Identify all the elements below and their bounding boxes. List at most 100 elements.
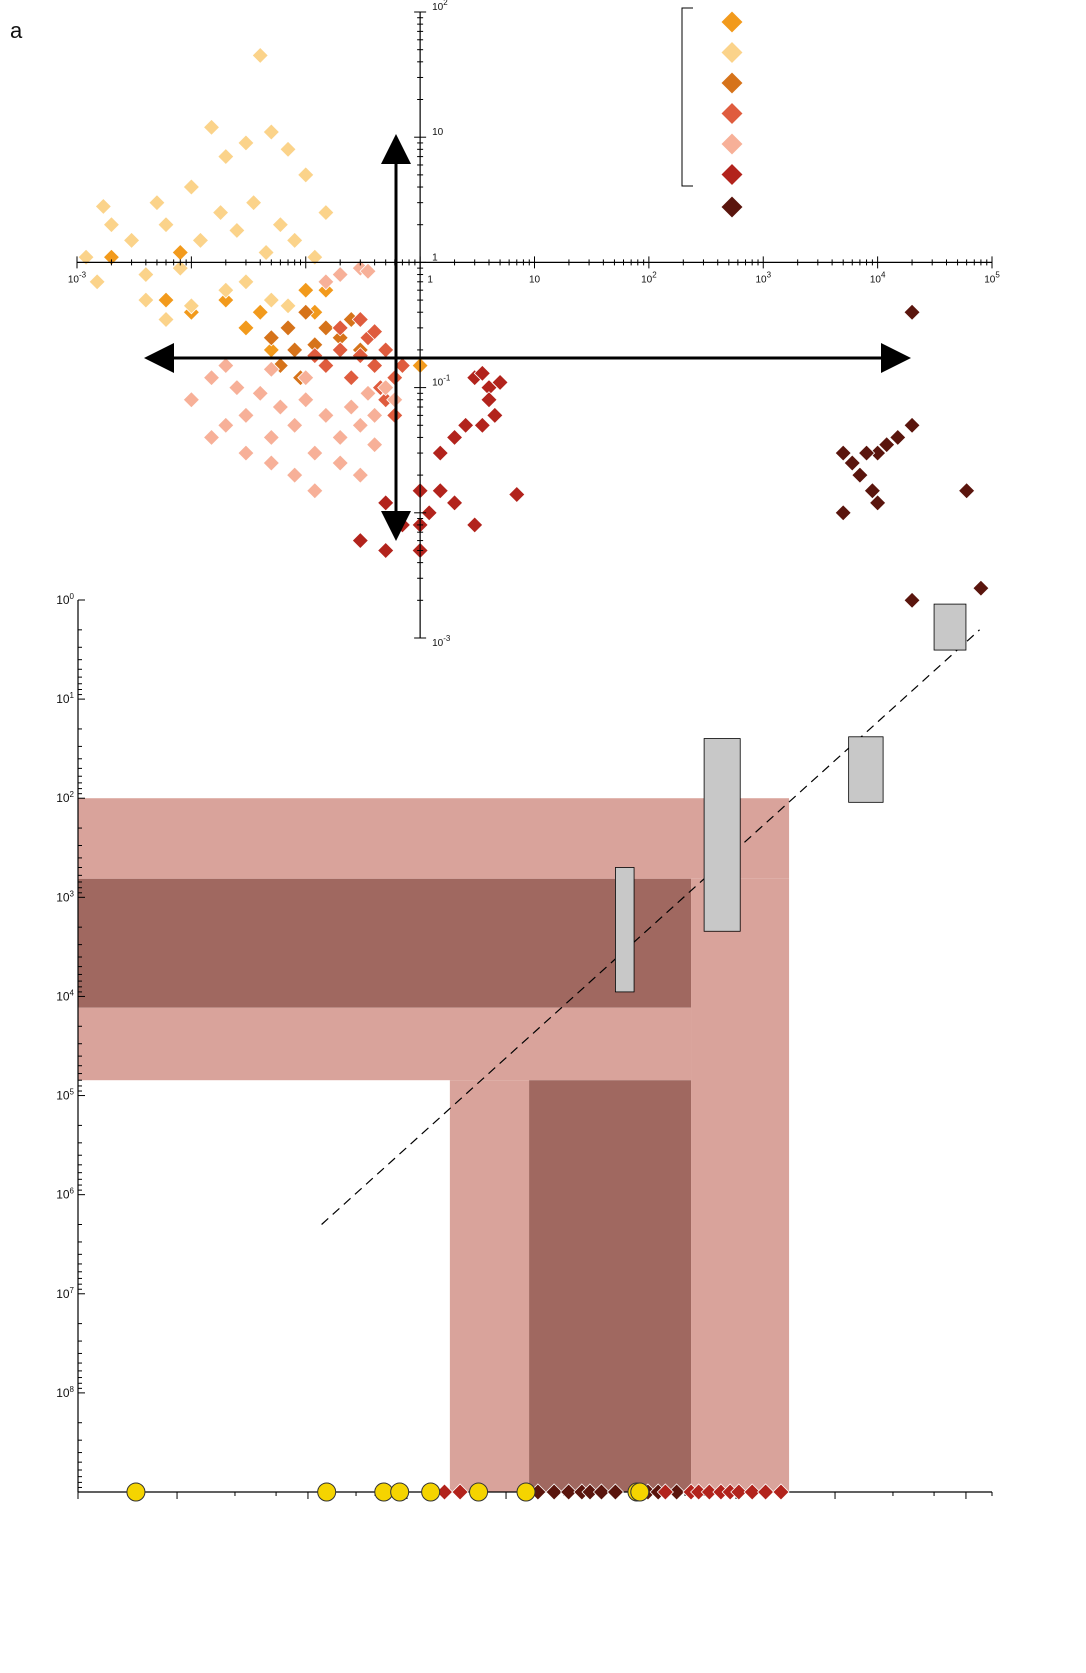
y-tick-label: 107 <box>56 1286 74 1301</box>
point-namibian-margin <box>137 265 155 284</box>
point-peruvian-margin <box>171 243 189 262</box>
point-namibian-margin <box>279 297 297 315</box>
point-gulf-of-california <box>317 319 335 337</box>
panel-label-a: a <box>10 18 23 43</box>
point-lower-saxony-basin <box>851 466 869 484</box>
point-black-sea <box>377 541 395 560</box>
point-red <box>656 1483 674 1501</box>
point-red <box>757 1483 775 1501</box>
point-cariaco-basin <box>317 273 335 291</box>
point-peruvian-margin <box>251 303 269 321</box>
legend-marker <box>720 40 744 65</box>
point-cariaco-basin <box>351 416 369 434</box>
y-tick-label: 103 <box>56 889 74 904</box>
x-tick-label: 105 <box>984 270 1000 285</box>
point-yellow <box>390 1482 410 1502</box>
x-tick-label: 1 <box>427 274 433 285</box>
x-tick-label: 103 <box>755 270 771 285</box>
y-tick-label: 102 <box>56 790 74 805</box>
point-namibian-margin <box>157 310 175 329</box>
point-gulf-of-california <box>286 341 304 359</box>
point-namibian-margin <box>317 204 335 222</box>
point-namibian-margin <box>257 243 275 262</box>
posidonia-band <box>691 878 790 1492</box>
y-tick-label: 108 <box>56 1385 74 1400</box>
point-cariaco-basin <box>237 444 255 462</box>
point-cariaco-basin <box>228 379 246 397</box>
point-black-sea <box>491 373 509 391</box>
point-cariaco-basin <box>271 398 289 416</box>
point-cariaco-basin <box>251 384 269 402</box>
point-arabian-sea <box>317 356 335 375</box>
point-black-sea <box>445 494 464 512</box>
point-arabian-sea <box>351 347 369 365</box>
point-black-sea <box>431 482 449 500</box>
basin-box <box>848 736 884 803</box>
point-yellow <box>317 1482 337 1502</box>
point-cariaco-basin <box>217 416 235 434</box>
point-cariaco-basin <box>306 482 324 500</box>
point-cariaco-basin <box>359 384 377 402</box>
point-arabian-sea <box>331 319 349 337</box>
point-black-sea <box>457 416 475 434</box>
trend-line <box>321 629 980 1225</box>
point-red <box>743 1483 761 1501</box>
point-black-sea <box>486 406 504 424</box>
point-namibian-margin <box>237 273 255 291</box>
point-cariaco-basin <box>331 454 349 472</box>
point-lower-saxony-basin <box>958 482 976 500</box>
x-tick-label: 102 <box>641 270 657 285</box>
point-namibian-margin <box>148 194 166 212</box>
y-tick-label: 10 <box>432 127 444 138</box>
point-lower-saxony-basin <box>857 444 876 462</box>
basin-box <box>933 603 967 651</box>
point-lower-saxony-basin <box>834 444 852 462</box>
point-arabian-sea <box>342 369 360 387</box>
point-black-sea <box>420 504 438 522</box>
point-namibian-margin <box>94 197 112 215</box>
point-red <box>700 1483 718 1501</box>
y-tick-label: 10-1 <box>432 374 451 389</box>
point-namibian-margin <box>306 248 324 266</box>
y-tick-label: 106 <box>56 1187 74 1202</box>
legend-marker <box>720 162 744 187</box>
point-namibian-margin <box>137 291 155 309</box>
point-red <box>451 1483 469 1501</box>
point-cariaco-basin <box>202 369 221 387</box>
point-arabian-sea <box>351 310 369 329</box>
point-lower-saxony-basin <box>863 482 881 500</box>
y-tick-label: 102 <box>432 0 448 13</box>
point-arabian-sea <box>306 347 324 365</box>
point-cariaco-basin <box>351 466 369 484</box>
point-lower-saxony-basin <box>843 454 861 472</box>
point-namibian-margin <box>228 221 246 240</box>
point-cariaco-basin <box>366 436 384 454</box>
point-cariaco-basin <box>286 416 304 434</box>
point-namibian-margin <box>102 216 120 234</box>
point-cariaco-basin <box>286 466 304 484</box>
panel-a: a 10-3 1 10 102 103 104 105 102 10 1 10-1 10-3 <box>10 0 1000 649</box>
y-tick-label: 101 <box>56 691 74 706</box>
legend-marker <box>720 10 744 34</box>
point-lower-saxony-basin <box>903 591 921 609</box>
point-namibian-margin <box>157 216 175 234</box>
point-cariaco-basin <box>182 391 200 409</box>
point-namibian-margin <box>202 118 221 136</box>
point-namibian-margin <box>123 231 141 249</box>
point-black-sea <box>473 416 491 434</box>
point-namibian-margin <box>286 231 304 249</box>
point-lower-saxony-basin <box>903 416 921 434</box>
point-dark-red <box>545 1483 563 1501</box>
point-black-sea <box>351 532 369 550</box>
point-black-sea <box>473 364 491 382</box>
point-namibian-margin <box>182 297 200 315</box>
point-cariaco-basin <box>306 444 324 462</box>
point-arabian-sea <box>366 356 384 375</box>
point-peruvian-margin <box>237 319 255 337</box>
point-namibian-margin <box>182 178 200 196</box>
point-peruvian-margin <box>157 291 175 309</box>
point-namibian-margin <box>88 273 106 291</box>
x-tick-label: 10-3 <box>68 270 87 285</box>
point-yellow <box>374 1482 394 1502</box>
